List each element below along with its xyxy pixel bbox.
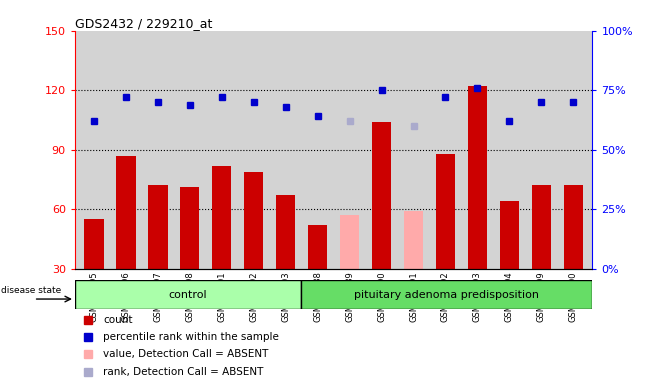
Bar — [148, 185, 167, 269]
Text: control: control — [169, 290, 208, 300]
Bar — [85, 219, 104, 269]
Bar — [468, 86, 487, 269]
Bar — [117, 156, 135, 269]
Bar — [404, 211, 423, 269]
Bar — [500, 201, 519, 269]
Text: percentile rank within the sample: percentile rank within the sample — [104, 332, 279, 342]
Text: GDS2432 / 229210_at: GDS2432 / 229210_at — [75, 17, 212, 30]
Bar — [301, 280, 592, 309]
Bar — [75, 280, 301, 309]
Bar — [564, 185, 583, 269]
Bar — [436, 154, 455, 269]
Bar — [212, 166, 231, 269]
Bar — [180, 187, 199, 269]
Bar — [244, 172, 264, 269]
Bar — [340, 215, 359, 269]
Bar — [276, 195, 296, 269]
Text: rank, Detection Call = ABSENT: rank, Detection Call = ABSENT — [104, 366, 264, 377]
Text: value, Detection Call = ABSENT: value, Detection Call = ABSENT — [104, 349, 269, 359]
Text: disease state: disease state — [1, 286, 62, 295]
Text: pituitary adenoma predisposition: pituitary adenoma predisposition — [354, 290, 539, 300]
Text: count: count — [104, 314, 133, 325]
Bar — [372, 122, 391, 269]
Bar — [532, 185, 551, 269]
Bar — [308, 225, 327, 269]
